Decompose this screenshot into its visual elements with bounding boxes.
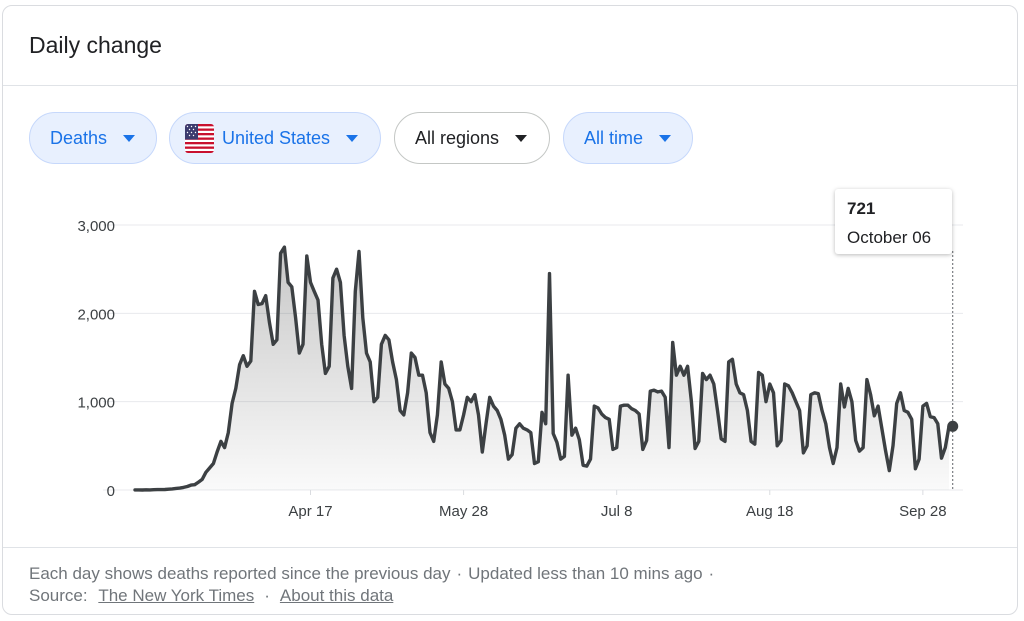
- time-filter-chip[interactable]: All time: [563, 112, 693, 164]
- x-tick-label: May 28: [439, 503, 488, 520]
- x-tick-label: Jul 8: [601, 503, 633, 520]
- chart-tooltip: 721 October 06: [835, 189, 952, 254]
- series-line: [133, 245, 951, 492]
- footer-dot: ·: [456, 564, 463, 583]
- footer-line-2: Source: The New York Times · About this da…: [29, 585, 720, 607]
- metric-filter-label: Deaths: [50, 127, 108, 148]
- footer-dot: ·: [264, 586, 270, 605]
- footer-line-1: Each day shows deaths reported since the…: [29, 563, 720, 585]
- x-tick-label: Sep 28: [899, 503, 947, 520]
- footer-updated: Updated less than 10 mins ago: [468, 564, 703, 583]
- source-link[interactable]: The New York Times: [98, 586, 255, 605]
- tooltip-value: 721: [847, 199, 876, 218]
- hover-point: [947, 420, 959, 432]
- country-filter-chip[interactable]: United States: [169, 112, 381, 164]
- country-filter-label: United States: [222, 127, 331, 148]
- y-tick-label: 0: [107, 483, 115, 500]
- y-tick-label: 2,000: [77, 306, 115, 323]
- card-title: Daily change: [29, 32, 162, 58]
- footer-dot: ·: [708, 564, 715, 583]
- regions-filter-label: All regions: [415, 127, 500, 148]
- time-filter-label: All time: [584, 127, 644, 148]
- us-flag-icon: [185, 123, 214, 153]
- series-area: [135, 247, 949, 490]
- regions-filter-chip[interactable]: All regions: [394, 112, 550, 164]
- y-tick-label: 3,000: [77, 218, 115, 235]
- metric-filter-chip[interactable]: Deaths: [29, 112, 157, 164]
- chevron-down-icon: [123, 134, 136, 142]
- x-tick-label: Apr 17: [288, 503, 332, 520]
- chevron-down-icon: [346, 134, 359, 142]
- footer-note: Each day shows deaths reported since the…: [29, 564, 451, 583]
- daily-change-card: Daily change Deaths: [2, 5, 1018, 615]
- y-tick-label: 1,000: [77, 395, 115, 412]
- footer-divider: [3, 547, 1017, 548]
- x-tick-label: Aug 18: [746, 503, 794, 520]
- tooltip-date: October 06: [847, 228, 932, 247]
- chevron-down-icon: [659, 134, 672, 142]
- about-data-link[interactable]: About this data: [279, 586, 394, 605]
- header-divider: [3, 85, 1017, 86]
- footer: Each day shows deaths reported since the…: [29, 563, 720, 607]
- chevron-down-icon: [515, 134, 528, 142]
- source-label: Source:: [29, 586, 88, 605]
- daily-deaths-chart[interactable]: 0 1,000 2,000 3,000 Apr 17 May 28 Jul 8 Aug 18 S…: [3, 6, 1017, 546]
